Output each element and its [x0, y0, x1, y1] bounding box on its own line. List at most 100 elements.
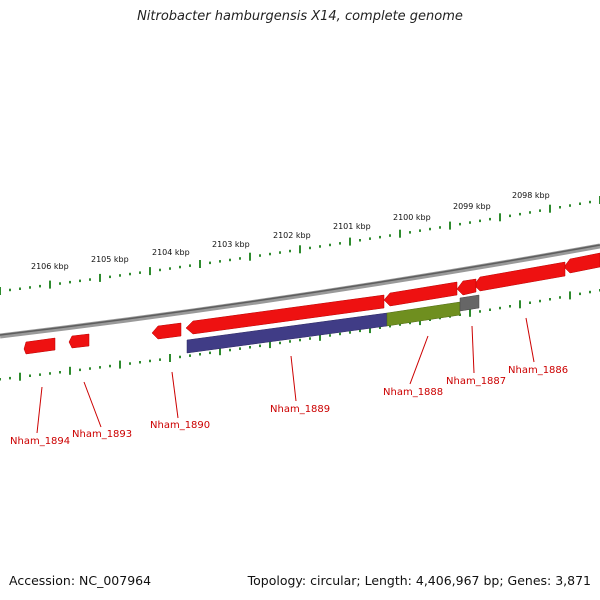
minor-tick [29, 286, 31, 289]
major-tick [0, 287, 1, 295]
gene-label-nham-1886: Nham_1886 [508, 365, 568, 376]
major-tick [99, 273, 101, 282]
minor-tick [109, 275, 111, 279]
gene-label-nham-1893: Nham_1893 [72, 429, 132, 440]
minor-tick [139, 361, 141, 364]
minor-tick [429, 227, 431, 231]
minor-tick [299, 338, 301, 342]
kbp-labels: 2106 kbp 2105 kbp 2104 kbp 2103 kbp 2102… [31, 191, 550, 271]
minor-tick [529, 211, 531, 214]
minor-tick [89, 278, 91, 281]
major-tick [449, 221, 451, 230]
gene-label-nham-1894: Nham_1894 [10, 436, 70, 447]
minor-tick [309, 246, 311, 250]
minor-tick [389, 234, 391, 237]
minor-tick [139, 271, 141, 274]
major-tick [399, 229, 401, 238]
label-leaders [36, 317, 535, 434]
minor-tick [59, 371, 61, 374]
minor-tick [9, 376, 11, 380]
minor-tick [189, 264, 191, 267]
minor-tick [129, 272, 131, 276]
minor-tick [79, 368, 81, 372]
kbp-label: 2099 kbp [453, 202, 491, 211]
gene-arrow [383, 281, 458, 307]
minor-tick [489, 308, 491, 311]
minor-tick [339, 242, 341, 245]
minor-tick [279, 251, 281, 254]
minor-tick [49, 372, 51, 375]
minor-tick [439, 226, 441, 229]
minor-tick [29, 374, 31, 377]
minor-tick [379, 326, 381, 329]
minor-tick [279, 341, 281, 345]
minor-tick [589, 290, 591, 294]
minor-tick [329, 243, 331, 247]
minor-tick [159, 268, 161, 272]
major-tick [119, 360, 121, 369]
gene-labels: Nham_1894 Nham_1893 Nham_1890 Nham_1889 … [10, 365, 568, 447]
minor-tick [109, 364, 111, 368]
minor-tick [149, 359, 151, 363]
minor-tick [179, 265, 181, 269]
gene-label-nham-1889: Nham_1889 [270, 404, 330, 415]
major-tick [149, 267, 151, 276]
gene-arrow [68, 333, 90, 349]
minor-tick [239, 347, 241, 350]
minor-tick [39, 284, 41, 288]
minor-tick [159, 358, 161, 361]
major-tick [69, 366, 71, 375]
minor-tick [119, 274, 121, 277]
minor-tick [349, 331, 351, 334]
genome-summary: Topology: circular; Length: 4,406,967 bp… [247, 573, 591, 588]
major-tick [369, 325, 371, 334]
kbp-label: 2106 kbp [31, 262, 69, 271]
major-tick [349, 237, 351, 246]
kbp-label: 2103 kbp [212, 240, 250, 249]
minor-tick [59, 282, 61, 285]
minor-tick [0, 378, 1, 381]
minor-tick [479, 219, 481, 223]
kbp-label: 2100 kbp [393, 213, 431, 222]
minor-tick [309, 337, 311, 340]
minor-tick [519, 212, 521, 216]
minor-tick [469, 221, 471, 224]
minor-tick [509, 214, 511, 218]
minor-tick [509, 305, 511, 308]
major-tick [319, 332, 321, 341]
major-tick [269, 340, 271, 349]
minor-tick [359, 329, 361, 333]
major-tick [169, 354, 171, 362]
minor-tick [379, 235, 381, 239]
minor-tick [99, 366, 101, 369]
kbp-label: 2102 kbp [273, 231, 311, 240]
minor-tick [249, 346, 251, 349]
minor-tick [329, 334, 331, 337]
minor-tick [339, 332, 341, 336]
major-tick [219, 347, 221, 356]
minor-tick [179, 355, 181, 359]
minor-tick [409, 321, 411, 325]
kbp-label: 2105 kbp [91, 255, 129, 264]
minor-tick [209, 351, 211, 355]
minor-tick [549, 298, 551, 301]
major-tick [569, 291, 571, 300]
gene-block-nham-1888 [386, 301, 461, 327]
minor-tick [579, 202, 581, 205]
minor-tick [79, 279, 81, 283]
gene-arrow [563, 252, 600, 274]
minor-tick [539, 209, 541, 212]
gene-arrow [151, 322, 182, 340]
major-tick [299, 245, 301, 254]
kbp-label: 2098 kbp [512, 191, 550, 200]
minor-tick [89, 367, 91, 370]
inner-tick-ring [0, 289, 600, 381]
accession-text: Accession: NC_007964 [9, 573, 152, 588]
minor-tick [209, 261, 211, 265]
reverse-genes [23, 294, 480, 355]
major-tick [519, 300, 521, 309]
minor-tick [499, 306, 501, 310]
minor-tick [269, 252, 271, 256]
minor-tick [9, 288, 11, 292]
